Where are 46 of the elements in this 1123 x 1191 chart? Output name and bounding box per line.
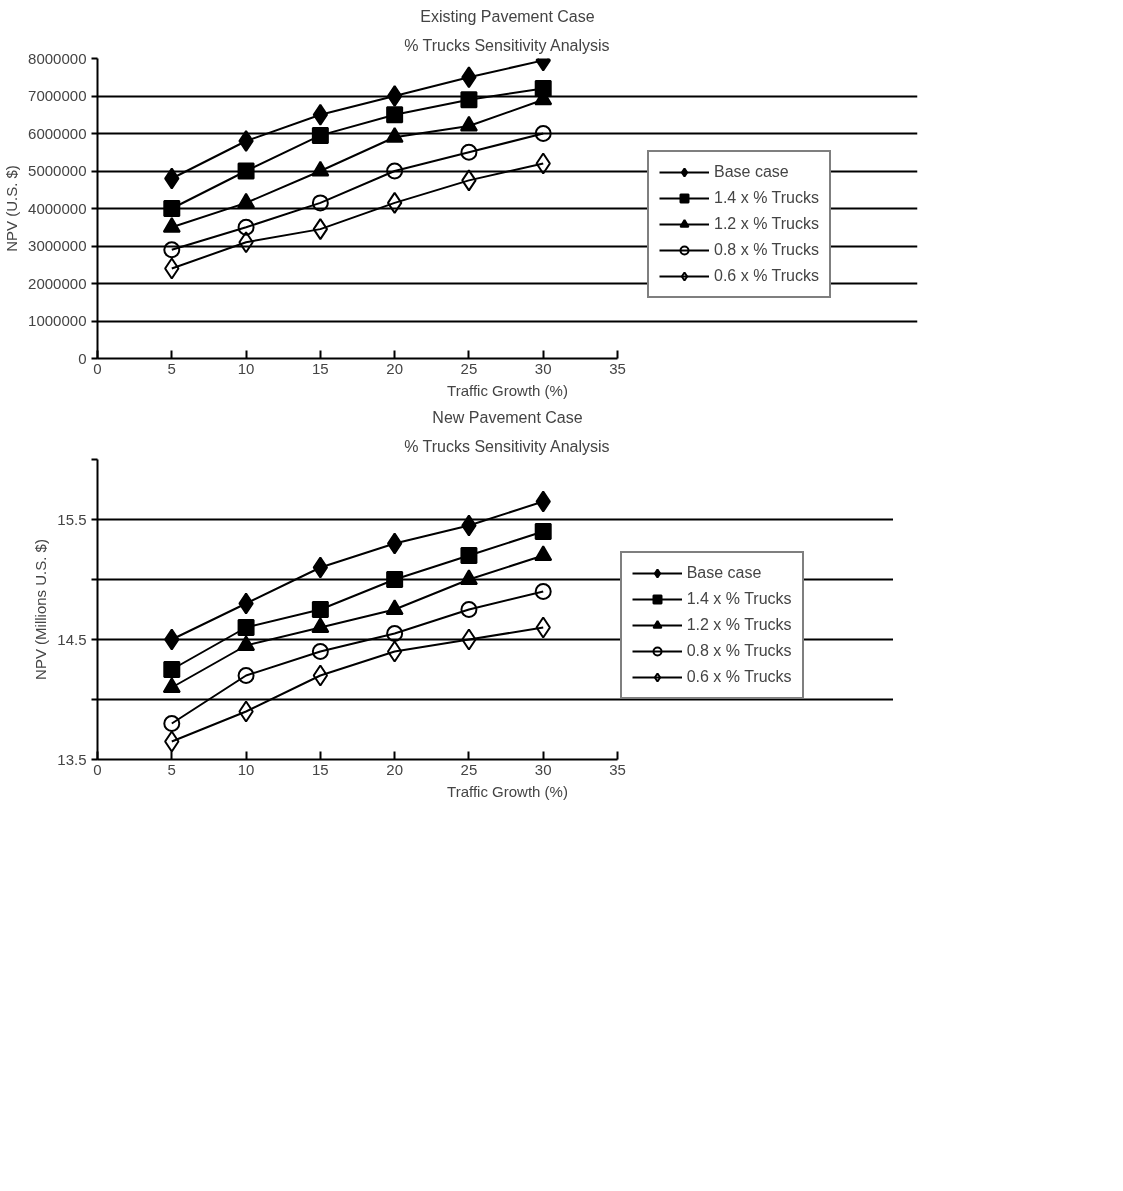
legend-label: 1.2 x % Trucks [686,616,792,634]
y-tick-label: 15.5 [57,510,87,528]
x-tick-label: 20 [386,760,403,778]
x-tick-label: 5 [167,760,176,778]
legend-label: 0.8 x % Trucks [714,241,819,259]
x-tick-label: 10 [237,760,255,778]
y-tick-label: 13.5 [57,750,87,768]
legend-label: 0.8 x % Trucks [686,642,792,660]
y-tick-label: 8000000 [28,49,87,67]
point [163,715,181,732]
chart-title: Existing Pavement Case [420,7,595,25]
legend-label: 1.4 x % Trucks [714,189,819,207]
x-tick-label: 15 [312,760,329,778]
legend-label: 1.4 x % Trucks [686,590,792,608]
x-tick-label: 25 [460,359,478,377]
legend-label: Base case [686,564,762,582]
legend-label: Base case [714,163,789,181]
x-tick-label: 25 [460,760,478,778]
y-tick-label: 2000000 [28,274,87,292]
y-tick-label: 1000000 [28,312,87,329]
legend-label: 0.6 x % Trucks [686,668,792,686]
x-tick-label: 30 [534,760,552,778]
x-tick-label: 35 [609,760,626,778]
y-axis-title: NPV (Millions U.S. $) [32,539,50,680]
y-tick-label: 6000000 [28,124,87,142]
x-tick-label: 20 [386,359,403,377]
x-tick-label: 5 [167,359,176,377]
chart-title: New Pavement Case [432,408,583,426]
legend-label: 1.2 x % Trucks [714,215,819,233]
x-tick-label: 15 [312,359,329,377]
y-tick-label: 5000000 [28,162,87,179]
x-tick-label: 35 [609,359,626,377]
x-tick-label: 30 [534,359,552,377]
y-tick-label: 3000000 [28,237,87,254]
chart-subtitle: % Trucks Sensitivity Analysis [404,36,610,54]
chart-subtitle: % Trucks Sensitivity Analysis [404,437,610,455]
y-axis-title: NPV (U.S. $) [3,165,21,252]
x-tick-label: 0 [93,760,102,778]
x-tick-label: 0 [93,359,102,377]
y-tick-label: 7000000 [28,87,87,104]
y-tick-label: 14.5 [57,630,87,648]
legend-label: 0.6 x % Trucks [714,267,819,285]
x-axis-title: Traffic Growth (%) [447,381,568,399]
x-tick-label: 10 [237,359,255,377]
y-tick-label: 4000000 [28,199,87,217]
x-axis-title: Traffic Growth (%) [447,782,568,800]
